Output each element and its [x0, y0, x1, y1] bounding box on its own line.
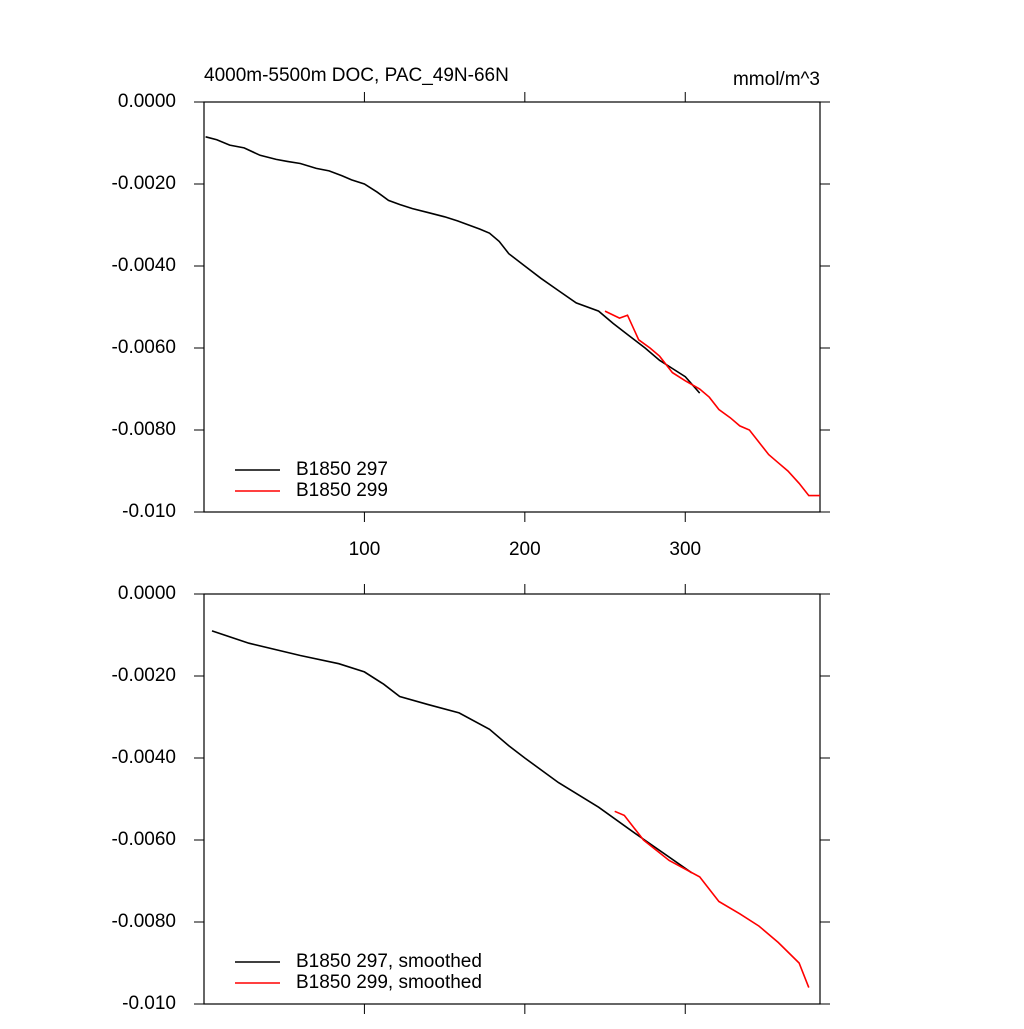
y-tick-label: -0.0080	[112, 419, 176, 440]
y-tick-label: -0.0060	[112, 829, 176, 850]
x-tick-label: 300	[669, 539, 701, 560]
y-tick-label: -0.0040	[112, 255, 176, 276]
legend-label: B1850 297, smoothed	[296, 951, 482, 972]
y-tick-label: 0.0000	[118, 583, 176, 604]
legend-label: B1850 299	[296, 480, 388, 501]
y-tick-label: -0.0080	[112, 911, 176, 932]
data-line	[205, 136, 701, 394]
chart-title: 4000m-5500m DOC, PAC_49N-66N	[204, 65, 509, 86]
units-label: mmol/m^3	[733, 69, 820, 90]
data-line	[614, 810, 810, 988]
y-tick-label: 0.0000	[118, 91, 176, 112]
data-line	[604, 310, 820, 497]
y-tick-label: -0.0040	[112, 747, 176, 768]
y-tick-label: -0.010	[122, 993, 176, 1014]
plot-frame	[203, 593, 821, 1005]
legend-label: B1850 297	[296, 459, 388, 480]
y-tick-label: -0.0060	[112, 337, 176, 358]
y-tick-label: -0.0020	[112, 665, 176, 686]
y-tick-label: -0.010	[122, 501, 176, 522]
x-tick-label: 100	[349, 539, 381, 560]
x-tick-label: 200	[509, 539, 541, 560]
data-line	[211, 630, 693, 874]
plot-frame	[203, 101, 821, 513]
y-tick-label: -0.0020	[112, 173, 176, 194]
legend-label: B1850 299, smoothed	[296, 972, 482, 993]
